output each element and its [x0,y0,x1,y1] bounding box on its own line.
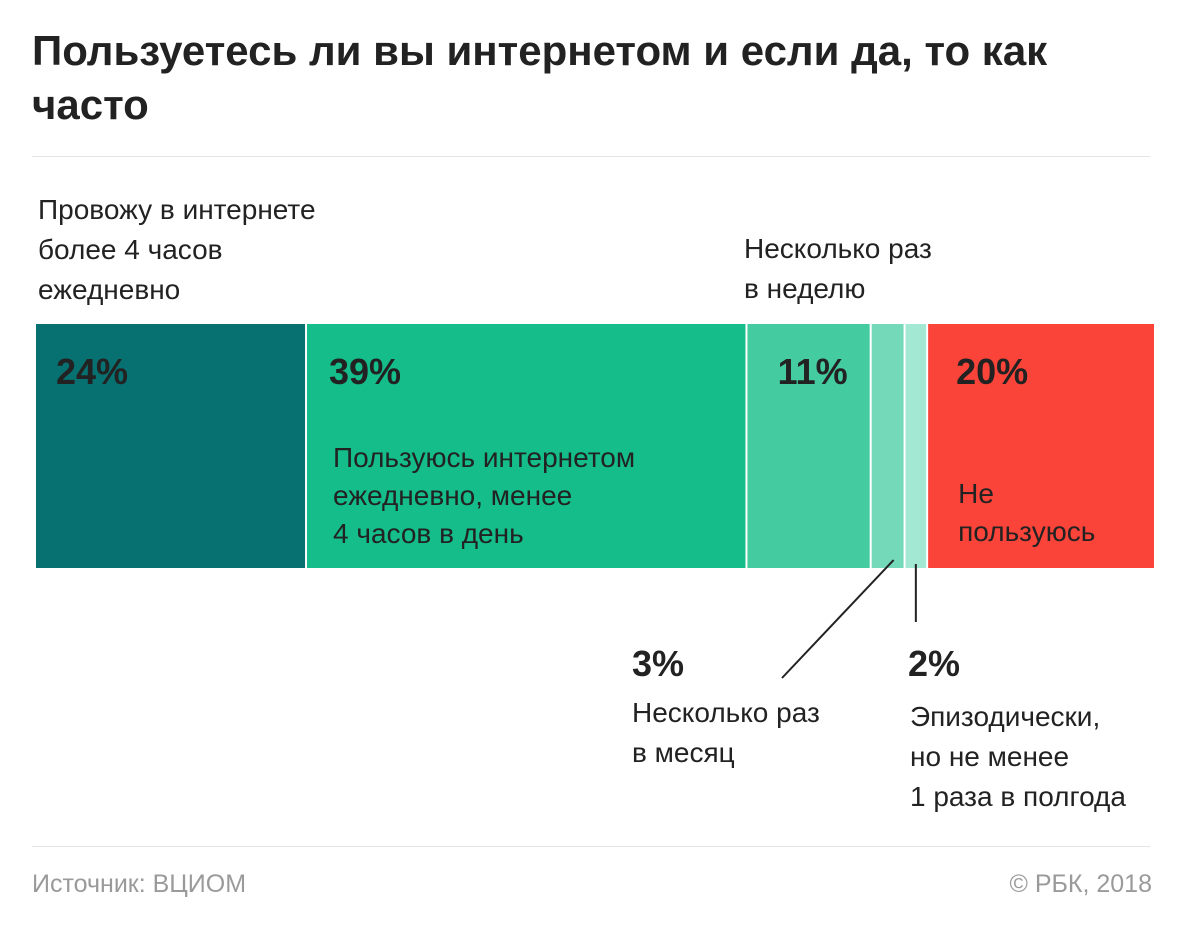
category-label-1-line-1: Провожу в интернете [38,194,316,225]
value-label-4: 3% [632,643,684,684]
source-note: Источник: ВЦИОМ [32,870,247,898]
category-label-3-line-1: Несколько раз [744,233,932,264]
category-label-2-line-3: 4 часов в день [333,518,524,549]
bar-segment-6 [928,324,1154,568]
bar-segment-1 [36,324,306,568]
value-label-2: 39% [329,351,401,392]
category-label-6-line-2: пользуюсь [958,516,1095,547]
bar-segment-5 [905,324,927,568]
category-label-4-line-1: Несколько раз [632,697,820,728]
category-label-2-line-2: ежедневно, менее [333,480,572,511]
bar-segment-4 [871,324,904,568]
category-label-1-line-3: ежедневно [38,274,180,305]
bar-segment-3 [747,324,870,568]
category-label-5-line-1: Эпизодически, [910,701,1100,732]
top-divider [32,156,1150,157]
copyright-note: © РБК, 2018 [1009,870,1152,898]
category-label-3-line-2: в неделю [744,273,865,304]
category-label-6-line-1: Не [958,478,994,509]
value-label-1: 24% [56,351,128,392]
category-label-1-line-2: более 4 часов [38,234,223,265]
category-label-4-line-2: в месяц [632,737,735,768]
value-label-6: 20% [956,351,1028,392]
bottom-divider [32,846,1150,847]
category-label-5-line-2: но не менее [910,741,1069,772]
category-label-2-line-1: Пользуюсь интернетом [333,442,635,473]
leader-line-4 [781,559,895,679]
value-label-3: 11% [778,351,848,392]
value-label-5: 2% [908,643,960,684]
category-label-5-line-3: 1 раза в полгода [910,781,1126,812]
chart-title: Пользуетесь ли вы интернетом и если да, … [32,27,1048,128]
bar-segment-2 [307,324,746,568]
